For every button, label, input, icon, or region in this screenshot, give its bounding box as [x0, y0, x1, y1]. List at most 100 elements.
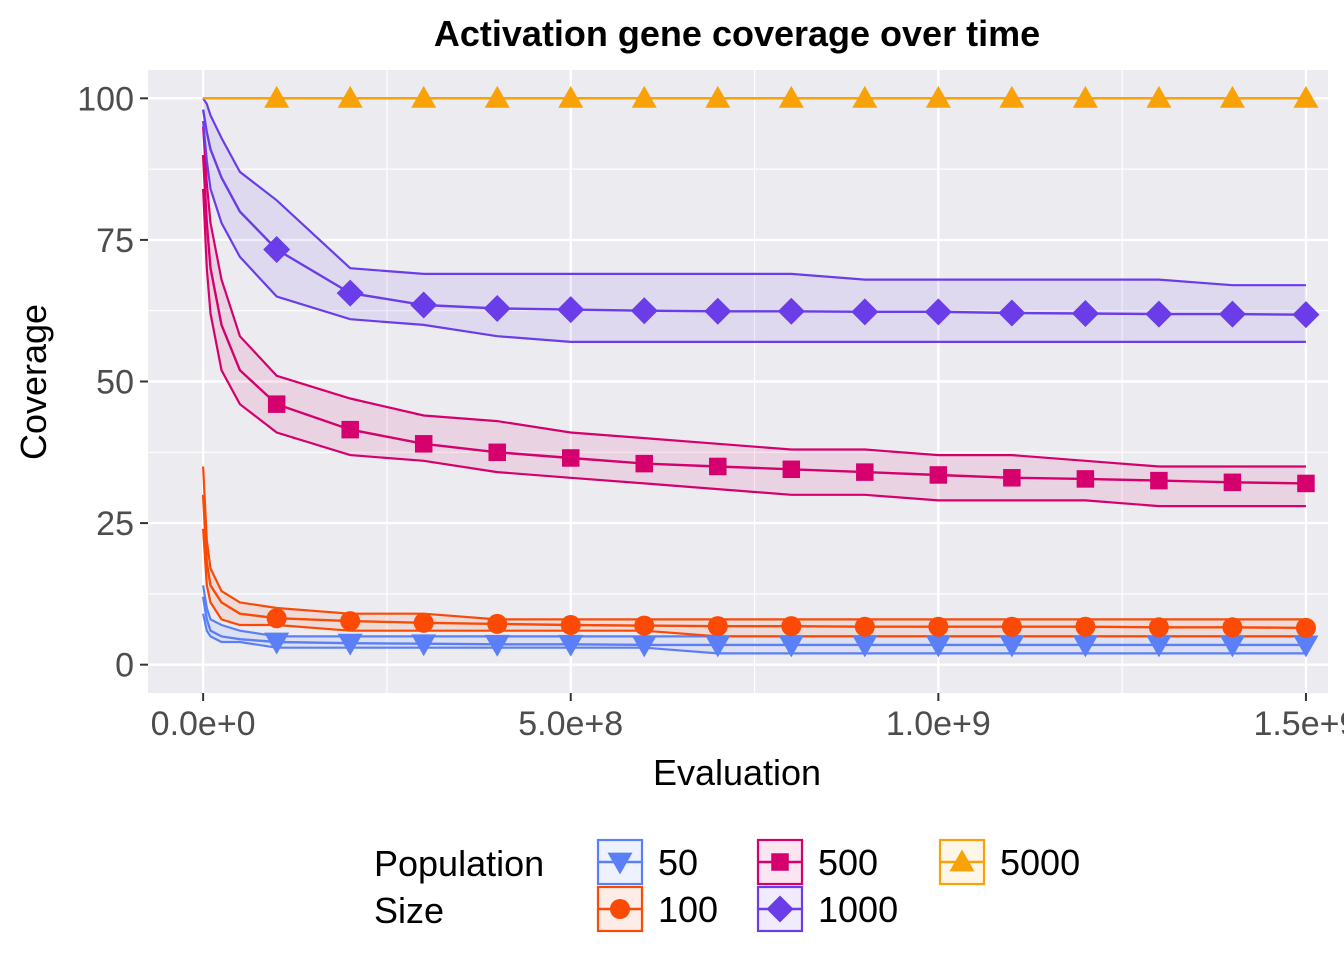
point-500 — [488, 443, 506, 462]
legend-label-500: 500 — [818, 842, 878, 883]
x-axis: 0.0e+0 5.0e+8 1.0e+9 1.5e+9 — [151, 693, 1344, 743]
lower-line-500 — [202, 188, 1306, 508]
point-500 — [1150, 471, 1168, 490]
y-tick-label: 0 — [115, 647, 134, 685]
point-5000 — [999, 85, 1025, 108]
point-50 — [1219, 635, 1245, 658]
point-500 — [856, 463, 874, 481]
point-1000 — [851, 298, 879, 326]
lower-line-1000 — [202, 120, 1306, 343]
legend-item-1000: 1000 — [756, 885, 898, 933]
upper-line-1000 — [202, 97, 1306, 287]
legend-label-5000: 5000 — [1000, 842, 1080, 883]
point-5000 — [411, 85, 437, 108]
point-50 — [631, 635, 657, 658]
point-1000 — [704, 297, 732, 325]
point-50 — [484, 634, 510, 657]
point-1000 — [336, 279, 364, 307]
point-1000 — [410, 291, 438, 319]
point-5000 — [558, 85, 584, 108]
y-axis-title: Coverage — [13, 304, 54, 460]
legend-title-line-1: Population — [374, 843, 544, 884]
band-1000 — [203, 98, 1306, 342]
point-1000 — [1145, 300, 1173, 328]
point-500 — [561, 449, 580, 467]
point-1000 — [777, 297, 805, 325]
point-50 — [558, 634, 584, 657]
point-100 — [487, 613, 508, 634]
point-500 — [782, 460, 801, 479]
upper-line-500 — [202, 126, 1306, 468]
point-5000 — [705, 85, 731, 108]
point-1000 — [557, 296, 585, 324]
legend-label-100: 100 — [658, 889, 718, 930]
point-5000 — [484, 85, 510, 108]
point-1000 — [1071, 300, 1099, 328]
point-50 — [1146, 635, 1172, 658]
point-5000 — [1293, 85, 1319, 108]
y-tick-label: 100 — [77, 80, 134, 118]
point-5000 — [1146, 85, 1172, 108]
point-100 — [781, 616, 802, 637]
point-50 — [411, 634, 437, 657]
point-500 — [929, 466, 948, 484]
x-tick-label: 5.0e+8 — [518, 705, 623, 743]
mean-line-500 — [201, 154, 1306, 485]
point-100 — [1295, 617, 1316, 638]
point-1000 — [1218, 300, 1246, 328]
point-500 — [341, 420, 359, 439]
y-tick-label: 75 — [96, 222, 134, 260]
point-1000 — [998, 299, 1026, 327]
point-100 — [340, 611, 361, 632]
x-axis-title: Evaluation — [653, 752, 821, 793]
point-100 — [1001, 616, 1022, 637]
point-50 — [999, 635, 1025, 658]
point-100 — [928, 616, 949, 637]
point-100 — [1148, 617, 1169, 638]
point-5000 — [852, 85, 878, 108]
legend-label-50: 50 — [658, 842, 698, 883]
legend: Population Size 50 500 5000 100 1000 — [374, 838, 1080, 933]
point-500 — [709, 457, 727, 476]
legend-marker-1000 — [766, 895, 794, 923]
legend-marker-5000 — [949, 849, 975, 872]
point-100 — [560, 615, 581, 636]
point-100 — [1075, 616, 1096, 637]
point-1000 — [630, 297, 658, 325]
point-5000 — [925, 85, 951, 108]
point-100 — [854, 616, 875, 637]
series-markers — [263, 85, 1320, 658]
point-50 — [852, 635, 878, 658]
point-1000 — [924, 298, 952, 326]
y-tick-label: 50 — [96, 364, 134, 402]
legend-item-50: 50 — [596, 838, 698, 886]
legend-marker-100 — [610, 899, 630, 919]
point-100 — [266, 608, 287, 629]
y-tick-label: 25 — [96, 505, 134, 543]
chart-title: Activation gene coverage over time — [434, 13, 1040, 54]
x-tick-label: 0.0e+0 — [151, 705, 256, 743]
point-500 — [267, 395, 286, 413]
point-50 — [1072, 635, 1098, 658]
series-lines — [201, 97, 1306, 655]
point-50 — [778, 635, 804, 658]
point-1000 — [1292, 301, 1320, 329]
legend-item-500: 500 — [756, 838, 878, 886]
point-5000 — [631, 85, 657, 108]
point-5000 — [1072, 85, 1098, 108]
point-500 — [414, 435, 433, 453]
mean-line-100 — [201, 494, 1306, 630]
point-5000 — [1219, 85, 1245, 108]
lower-line-100 — [202, 528, 1306, 638]
mean-line-50 — [201, 596, 1306, 647]
lower-line-50 — [202, 613, 1306, 655]
point-500 — [635, 454, 654, 473]
legend-item-100: 100 — [596, 885, 718, 933]
legend-label-1000: 1000 — [818, 889, 898, 930]
point-50 — [264, 632, 290, 655]
point-1000 — [263, 236, 291, 264]
legend-marker-50 — [607, 852, 633, 875]
point-5000 — [337, 85, 363, 108]
x-tick-label: 1.5e+9 — [1253, 705, 1344, 743]
